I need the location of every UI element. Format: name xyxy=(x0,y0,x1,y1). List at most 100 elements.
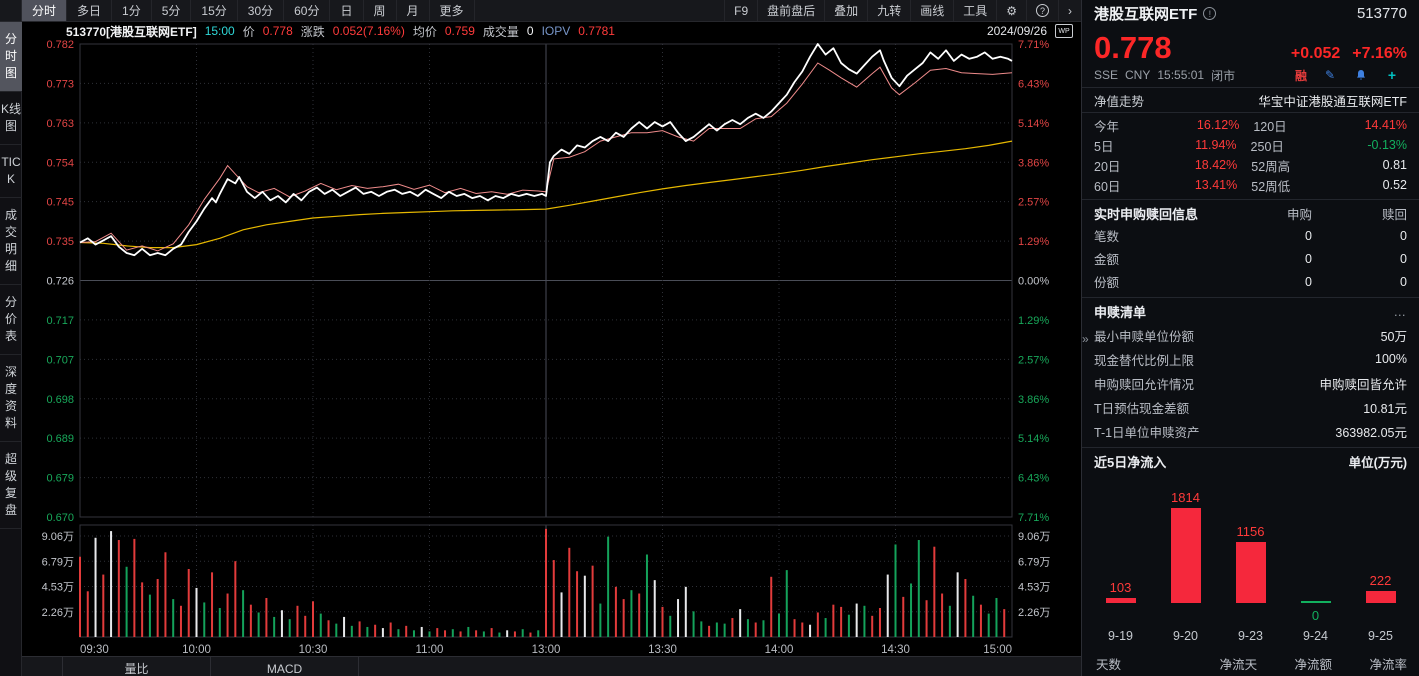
exchange-label: SSE xyxy=(1094,68,1119,82)
intraday-price-volume-chart[interactable]: 0.782 7.71% 0.773 6.43% 0.763 5.14% 0.754 3.86%… xyxy=(22,40,1081,656)
sidebar-item-0[interactable]: 分时图 xyxy=(0,22,22,92)
svg-text:2.57%: 2.57% xyxy=(1018,354,1049,366)
svg-text:6.79万: 6.79万 xyxy=(42,556,74,568)
info-icon[interactable]: ! xyxy=(1203,7,1217,20)
perf-row: 20日 18.42% 52周高 0.81 xyxy=(1094,158,1407,174)
svg-text:0.689: 0.689 xyxy=(46,433,74,445)
period-tab-2[interactable]: 1分 xyxy=(112,0,152,21)
indicator-bar-spacer xyxy=(22,657,63,676)
period-tabs: 分时 多日 1分 5分 15分 30分 60分日周月更多 xyxy=(22,0,475,21)
svg-text:0.782: 0.782 xyxy=(46,40,74,51)
avg-label: 均价 xyxy=(412,24,437,39)
svg-text:0.00%: 0.00% xyxy=(1018,276,1049,288)
svg-text:3.86%: 3.86% xyxy=(1018,157,1049,169)
period-tab-0[interactable]: 分时 xyxy=(22,0,68,21)
sidebar-item-2[interactable]: TICK xyxy=(0,145,22,198)
flow-category-label: 9-24 xyxy=(1302,629,1329,643)
flow-category-label: 9-25 xyxy=(1367,629,1394,643)
indicator-tab-1[interactable]: MACD xyxy=(211,657,359,676)
period-tab-7[interactable]: 日 xyxy=(330,0,364,21)
redeem-row: 申购赎回允许情况 申购赎回皆允许 xyxy=(1094,377,1407,392)
etf-name: 港股互联网ETF xyxy=(1094,6,1198,23)
sidebar-item-3[interactable]: 成交明细 xyxy=(0,198,22,285)
toolbar-button-0[interactable]: F9 xyxy=(724,0,757,21)
redeem-rows: 最小申赎单位份额 50万 现金替代比例上限 100% 申购赎回允许情况 申购赎回皆允许 T日… xyxy=(1094,323,1407,443)
toolbar-button-2[interactable]: 叠加 xyxy=(824,0,867,21)
toolbar-button-3[interactable]: 九转 xyxy=(867,0,910,21)
change-label: 涨跌 xyxy=(300,24,325,39)
toolbar-button-5[interactable]: 工具 xyxy=(953,0,996,21)
svg-text:0.707: 0.707 xyxy=(46,354,74,366)
help-icon[interactable]: ? xyxy=(1026,0,1058,21)
svg-text:7.71%: 7.71% xyxy=(1018,512,1049,524)
flow-summary-col: 天数5 xyxy=(1096,658,1122,676)
net-inflow-categories: 9-19 9-20 9-23 9-24 9-25 xyxy=(1088,629,1413,651)
period-tab-3[interactable]: 5分 xyxy=(152,0,192,21)
period-tab-1[interactable]: 多日 xyxy=(67,0,113,21)
toolbar-expand-more-icon[interactable]: › xyxy=(1058,0,1081,21)
margin-badge[interactable]: 融 xyxy=(1294,68,1307,83)
period-tab-10[interactable]: 更多 xyxy=(430,0,475,21)
currency-label: CNY xyxy=(1125,68,1151,82)
subscription-row: 笔数 0 0 xyxy=(1094,228,1407,245)
svg-text:0.679: 0.679 xyxy=(46,473,74,485)
avg-value: 0.759 xyxy=(444,24,475,38)
flow-summary-col: 净流率2.24% xyxy=(1369,658,1407,676)
add-plus-icon[interactable]: + xyxy=(1387,67,1397,83)
svg-text:6.79万: 6.79万 xyxy=(1018,556,1050,568)
net-inflow-summary: 天数5 净流天4 净流额3294 净流率2.24% xyxy=(1082,651,1419,676)
svg-text:0.754: 0.754 xyxy=(46,157,74,169)
subscription-col1: 申购 xyxy=(1286,207,1312,222)
nav-fund-name: 华宝中证港股通互联网ETF xyxy=(1258,94,1407,109)
svg-text:6.43%: 6.43% xyxy=(1018,78,1049,90)
net-inflow-unit: 单位(万元) xyxy=(1348,456,1407,470)
flow-bar xyxy=(1235,542,1266,603)
flow-bar-value: 222 xyxy=(1369,573,1392,589)
sidebar-item-5[interactable]: 深度资料 xyxy=(0,355,22,442)
iopv-label: IOPV xyxy=(541,24,571,38)
period-tab-4[interactable]: 15分 xyxy=(191,0,238,21)
toolbar-button-4[interactable]: 画线 xyxy=(910,0,953,21)
redeem-row: 现金替代比例上限 100% xyxy=(1094,352,1407,368)
sidebar-item-6[interactable]: 超级复盘 xyxy=(0,442,22,529)
flow-bar-value: 0 xyxy=(1311,608,1320,623)
volume-label: 成交量 xyxy=(482,24,519,39)
flow-bar xyxy=(1105,597,1136,603)
intraday-chart-area: 513770[港股互联网ETF] 15:00 价 0.778 涨跌 0.052(… xyxy=(22,22,1081,676)
wp-monitor-icon[interactable]: WP xyxy=(1055,24,1073,38)
alert-bell-icon[interactable] xyxy=(1353,68,1369,83)
indicator-tab-0[interactable]: 量比 xyxy=(63,657,211,676)
redeem-more-button[interactable]: … xyxy=(1393,304,1407,319)
price-change-pct: +7.16% xyxy=(1352,45,1407,62)
svg-text:2.26万: 2.26万 xyxy=(1018,607,1050,619)
redeem-row: 最小申赎单位份额 50万 xyxy=(1094,329,1407,344)
perf-row: 今年 16.12% 120日 14.41% xyxy=(1094,118,1407,134)
panel-title-row: 港股互联网ETF ! 513770 xyxy=(1082,0,1419,27)
redeem-header: 申赎清单 xyxy=(1094,305,1147,320)
price-label: 价 xyxy=(242,24,255,39)
period-tab-8[interactable]: 周 xyxy=(364,0,397,21)
flow-category-label: 9-23 xyxy=(1237,629,1264,643)
panel-collapse-icon[interactable]: » xyxy=(1082,332,1089,346)
flow-summary-col: 净流天4 xyxy=(1219,658,1258,676)
svg-text:2.57%: 2.57% xyxy=(1018,197,1049,209)
svg-text:0.698: 0.698 xyxy=(46,394,74,406)
flow-bar xyxy=(1300,601,1331,603)
sidebar-item-1[interactable]: K线图 xyxy=(0,92,22,145)
net-inflow-header-row: 近5日净流入 单位(万元) xyxy=(1082,450,1419,473)
settings-gear-icon[interactable]: ⚙ xyxy=(996,0,1026,21)
flow-bar-value: 103 xyxy=(1109,579,1132,595)
period-tab-5[interactable]: 30分 xyxy=(238,0,285,21)
edit-pencil-icon[interactable]: ✎ xyxy=(1324,68,1336,82)
redeem-row: T-1日单位申赎资产 363982.05元 xyxy=(1094,425,1407,440)
sidebar-item-4[interactable]: 分价表 xyxy=(0,285,22,355)
svg-text:0.745: 0.745 xyxy=(46,197,74,209)
period-tab-9[interactable]: 月 xyxy=(397,0,430,21)
svg-text:0.670: 0.670 xyxy=(46,512,74,524)
period-tab-6[interactable]: 60分 xyxy=(284,0,331,21)
toolbar-button-1[interactable]: 盘前盘后 xyxy=(757,0,824,21)
svg-text:9.06万: 9.06万 xyxy=(1018,531,1050,543)
market-status-row: SSE CNY 15:55:01 闭市 融 ✎ + xyxy=(1082,63,1419,88)
flow-category-label: 9-19 xyxy=(1107,629,1134,643)
